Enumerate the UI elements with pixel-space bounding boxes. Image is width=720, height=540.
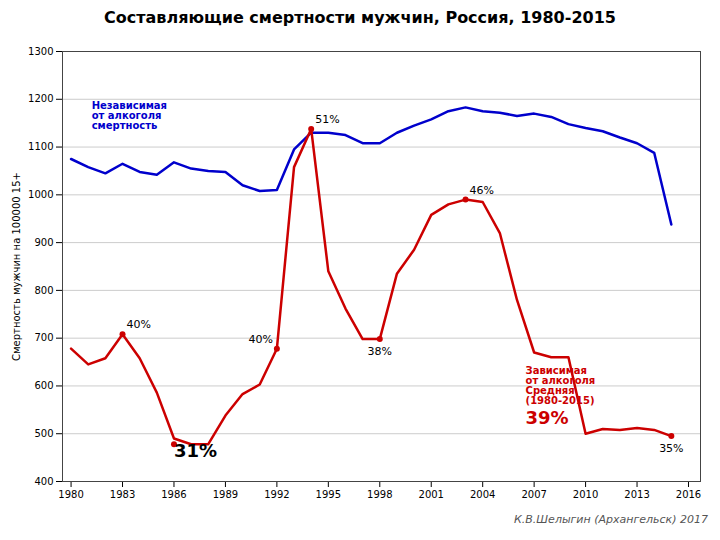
svg-text:39%: 39%	[526, 407, 569, 428]
svg-text:2016: 2016	[676, 489, 701, 500]
svg-text:51%: 51%	[315, 113, 339, 126]
svg-text:1200: 1200	[28, 93, 53, 104]
svg-text:1986: 1986	[161, 489, 186, 500]
svg-text:1998: 1998	[367, 489, 392, 500]
svg-text:46%: 46%	[470, 184, 494, 197]
svg-text:1100: 1100	[28, 141, 53, 152]
svg-text:2001: 2001	[419, 489, 444, 500]
svg-text:1980: 1980	[58, 489, 83, 500]
svg-text:600: 600	[34, 380, 53, 391]
html-text:Составляющие смертности мужчин: Составляющие смертности мужчин, Россия, …	[104, 8, 616, 27]
svg-text:Зависимаяот алкоголяСредняя(19: Зависимаяот алкоголяСредняя(1980-2015)	[526, 365, 596, 406]
svg-text:2013: 2013	[624, 489, 649, 500]
svg-text:1983: 1983	[110, 489, 135, 500]
svg-text:2004: 2004	[470, 489, 495, 500]
svg-text:1000: 1000	[28, 189, 53, 200]
svg-text:31%: 31%	[174, 440, 217, 461]
svg-text:800: 800	[34, 285, 53, 296]
svg-text:900: 900	[34, 237, 53, 248]
svg-text:2007: 2007	[521, 489, 546, 500]
svg-text:1300: 1300	[28, 46, 53, 57]
svg-text:35%: 35%	[659, 442, 683, 455]
svg-text:2010: 2010	[573, 489, 598, 500]
svg-text:500: 500	[34, 428, 53, 439]
svg-text:40%: 40%	[127, 318, 151, 331]
svg-text:1995: 1995	[316, 489, 341, 500]
svg-text:Независимаяот алкоголясмертнос: Независимаяот алкоголясмертность	[92, 100, 167, 131]
svg-text:38%: 38%	[368, 345, 392, 358]
svg-text:Смертность мужчин на 100000 15: Смертность мужчин на 100000 15+	[11, 172, 22, 361]
svg-text:400: 400	[34, 476, 53, 487]
svg-text:700: 700	[34, 332, 53, 343]
svg-text:1989: 1989	[213, 489, 238, 500]
svg-text:1992: 1992	[264, 489, 289, 500]
svg-text:40%: 40%	[248, 333, 272, 346]
html-text:К.В.Шелыгин (Архангельск) 2017: К.В.Шелыгин (Архангельск) 2017	[514, 513, 708, 526]
